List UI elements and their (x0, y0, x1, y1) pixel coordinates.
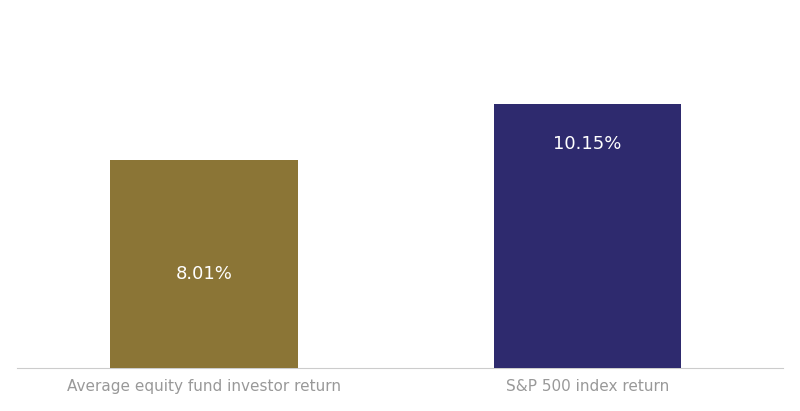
Bar (494, 104, 681, 368)
Text: 8.01%: 8.01% (176, 266, 233, 283)
Bar (110, 159, 298, 368)
Text: 10.15%: 10.15% (554, 134, 622, 152)
